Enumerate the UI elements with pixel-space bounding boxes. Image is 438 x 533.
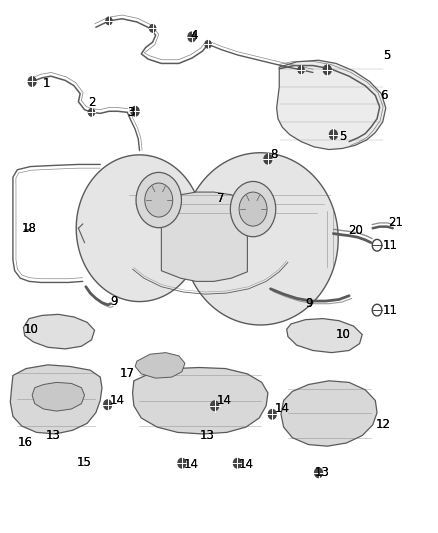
Text: 17: 17: [120, 367, 134, 381]
Text: 14: 14: [275, 402, 290, 415]
Text: 2: 2: [88, 96, 95, 109]
Polygon shape: [183, 153, 338, 325]
Text: 15: 15: [77, 456, 92, 469]
Text: 5: 5: [339, 130, 346, 143]
Text: 13: 13: [45, 429, 60, 442]
Circle shape: [106, 17, 112, 25]
Circle shape: [239, 192, 267, 226]
Polygon shape: [23, 314, 95, 349]
Circle shape: [104, 400, 112, 409]
Polygon shape: [277, 60, 386, 150]
Text: 14: 14: [239, 458, 254, 471]
Text: 14: 14: [217, 394, 232, 407]
Text: 9: 9: [111, 295, 118, 308]
Text: 9: 9: [111, 295, 118, 308]
Text: 8: 8: [271, 148, 278, 161]
Polygon shape: [287, 319, 362, 353]
Text: 21: 21: [389, 216, 403, 229]
Polygon shape: [281, 381, 377, 446]
Text: 10: 10: [23, 322, 38, 336]
Text: 10: 10: [23, 322, 38, 336]
Text: 13: 13: [314, 466, 329, 479]
Circle shape: [178, 458, 186, 468]
Text: 17: 17: [120, 367, 134, 381]
Text: 1: 1: [42, 77, 49, 90]
Text: 16: 16: [17, 437, 32, 449]
Text: 10: 10: [336, 328, 351, 341]
Circle shape: [230, 181, 276, 237]
Circle shape: [211, 401, 219, 410]
Circle shape: [150, 25, 155, 32]
Text: 6: 6: [380, 89, 387, 102]
Text: 13: 13: [314, 466, 329, 479]
Text: 13: 13: [199, 429, 214, 442]
Circle shape: [205, 41, 211, 48]
Polygon shape: [32, 382, 85, 411]
Text: 5: 5: [383, 49, 390, 62]
Text: 9: 9: [305, 297, 313, 310]
Circle shape: [329, 130, 337, 140]
Text: 14: 14: [239, 458, 254, 471]
Text: 14: 14: [275, 402, 290, 415]
Text: 14: 14: [183, 458, 198, 471]
Circle shape: [323, 65, 331, 75]
Text: 14: 14: [110, 394, 125, 407]
Circle shape: [28, 77, 36, 86]
Text: 14: 14: [217, 394, 232, 407]
Polygon shape: [76, 155, 203, 302]
Circle shape: [131, 107, 139, 116]
Text: 14: 14: [183, 458, 198, 471]
Text: 15: 15: [77, 456, 92, 469]
Circle shape: [264, 155, 272, 164]
Text: 20: 20: [348, 224, 363, 237]
Circle shape: [298, 66, 304, 74]
Text: 12: 12: [375, 418, 390, 431]
Text: 12: 12: [375, 418, 390, 431]
Circle shape: [145, 183, 173, 217]
Text: 14: 14: [110, 394, 125, 407]
Circle shape: [314, 468, 322, 478]
Text: 18: 18: [21, 222, 36, 235]
Text: 20: 20: [348, 224, 363, 237]
Text: 21: 21: [389, 216, 403, 229]
Text: 6: 6: [380, 89, 387, 102]
Text: 4: 4: [191, 29, 198, 42]
Text: 4: 4: [191, 29, 198, 42]
Text: 3: 3: [127, 106, 135, 119]
Text: 18: 18: [21, 222, 36, 235]
Text: 2: 2: [88, 96, 95, 109]
Text: 9: 9: [305, 297, 313, 310]
Circle shape: [136, 172, 181, 228]
Text: 11: 11: [383, 304, 398, 317]
Text: 7: 7: [217, 192, 224, 205]
Circle shape: [324, 66, 330, 74]
Text: 1: 1: [42, 77, 49, 90]
Text: 13: 13: [199, 429, 214, 442]
Polygon shape: [133, 368, 268, 434]
Text: 7: 7: [217, 192, 224, 205]
Text: 10: 10: [336, 328, 351, 341]
Circle shape: [233, 458, 241, 468]
Text: 16: 16: [17, 437, 32, 449]
Text: 11: 11: [383, 304, 398, 317]
Polygon shape: [135, 353, 185, 378]
Text: 11: 11: [383, 239, 398, 252]
Text: 11: 11: [383, 239, 398, 252]
Text: 5: 5: [339, 130, 346, 143]
Circle shape: [88, 109, 95, 116]
Text: 8: 8: [271, 148, 278, 161]
Polygon shape: [11, 365, 102, 434]
Polygon shape: [161, 192, 247, 281]
Circle shape: [188, 32, 196, 42]
Text: 3: 3: [127, 106, 135, 119]
Circle shape: [268, 409, 276, 419]
Text: 5: 5: [383, 49, 390, 62]
Text: 13: 13: [45, 429, 60, 442]
